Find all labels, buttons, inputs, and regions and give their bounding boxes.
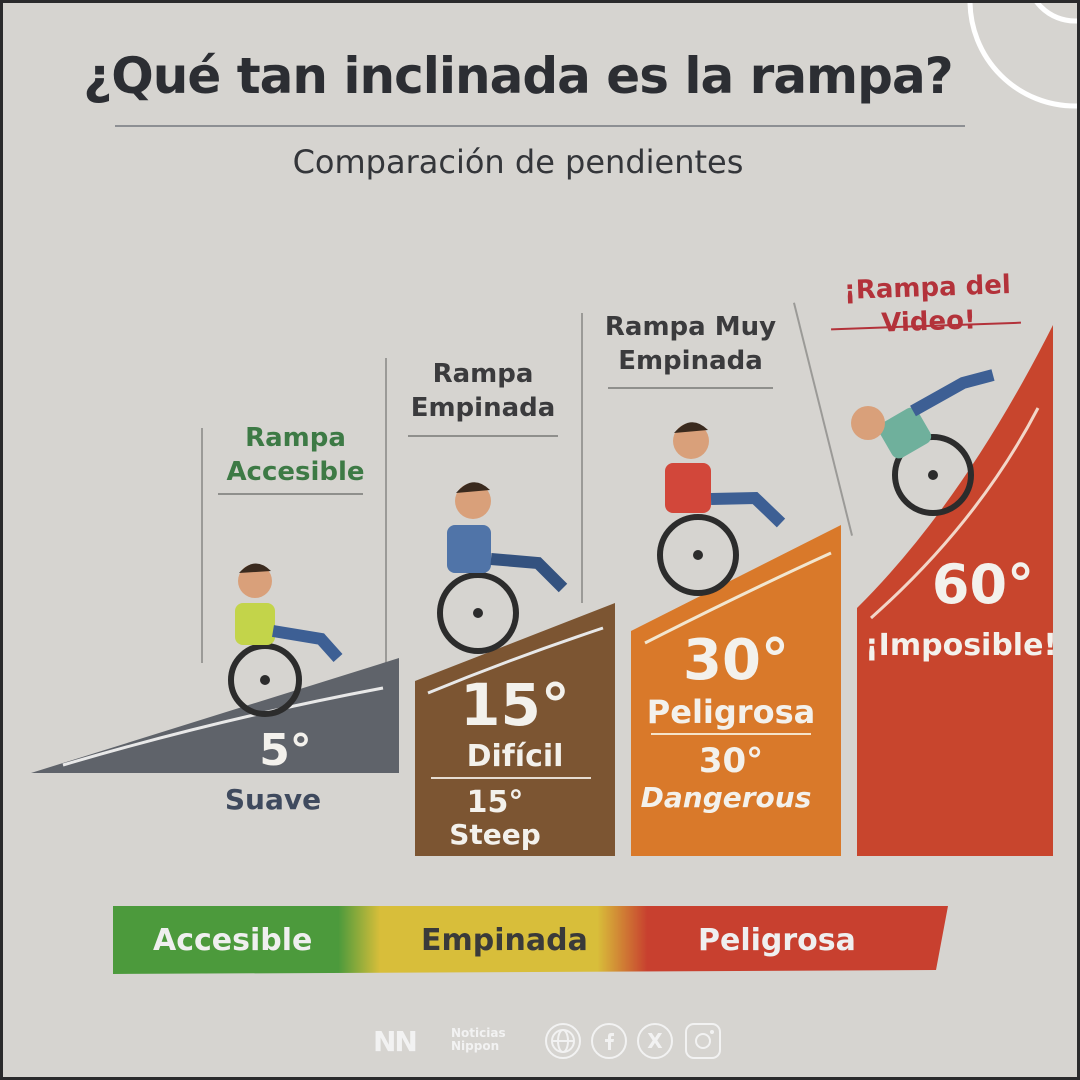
ramp-empinada-label: Rampa Empinada [410,359,556,423]
column-divider [385,358,387,678]
facebook-icon[interactable] [591,1023,627,1059]
ramp-30-degree-value: 30° [683,628,789,693]
ramp-arrow [644,551,832,645]
wheelchair-user-icon [851,369,995,516]
severity-legend-bar [113,906,948,974]
ramp-15-degree-extra-desc: Steep [449,818,541,851]
ramp-15-degree-desc: Difícil [466,739,564,774]
ramp-30-degree-desc: Peligrosa [646,693,816,731]
ramp-5-degree-value: 5° [259,725,312,776]
ramp-60-degree-value: 60° [931,553,1035,616]
ramp-15-divider [431,777,591,779]
ramp-15-degree-extra: 15° [466,785,524,820]
title-divider [115,125,965,127]
brand-mark: NN [373,1025,418,1058]
ramp-15-degree-value: 15° [460,671,570,739]
legend-accesible: Accesible [153,923,313,958]
ramp-30-degree-extra-desc: Dangerous [640,781,812,814]
instagram-icon[interactable] [685,1023,721,1059]
legend-peligrosa: Peligrosa [698,923,856,958]
ramp-60-degree [857,325,1053,856]
wheelchair-user-icon [437,482,568,654]
ramp-30-degree-extra: 30° [698,741,764,781]
ramp-muy-empinada-label: Rampa Muy Empinada [604,312,777,376]
brand-name: Noticias Nippon [451,1026,506,1053]
x-social-icon[interactable]: X [637,1023,673,1059]
ramp-arrow [62,686,384,767]
infographic-canvas: ¿Qué tan inclinada es la rampa? Comparac… [3,3,1077,1077]
page-subtitle: Comparación de pendientes [292,143,744,181]
ramp-60-degree-desc: ¡Imposible! [865,628,1058,663]
page-title: ¿Qué tan inclinada es la rampa? [83,47,953,105]
column-divider [581,313,583,603]
ramp-5-degree-desc: Suave [224,783,322,816]
label-underline [608,387,773,389]
brand-logo: NN Noticias Nippon [373,1025,533,1059]
wheelchair-user-icon [228,563,343,717]
wheelchair-user-icon [657,422,786,596]
globe-icon[interactable] [545,1023,581,1059]
legend-empinada: Empinada [421,923,588,958]
ramp-arrow [870,407,1040,620]
ramp-arrow [427,626,604,695]
ramp-accesible-label: Rampa Accesible [226,423,365,487]
ramp-30-degree [631,525,841,856]
label-underline [408,435,558,437]
ramp-5-degree [31,658,399,773]
ramps-illustration [31,325,1053,856]
ramp-15-degree [415,603,615,856]
label-underline [218,493,363,495]
ramp-30-divider [651,733,811,735]
column-divider [201,428,203,663]
decorative-circles [967,3,1077,109]
